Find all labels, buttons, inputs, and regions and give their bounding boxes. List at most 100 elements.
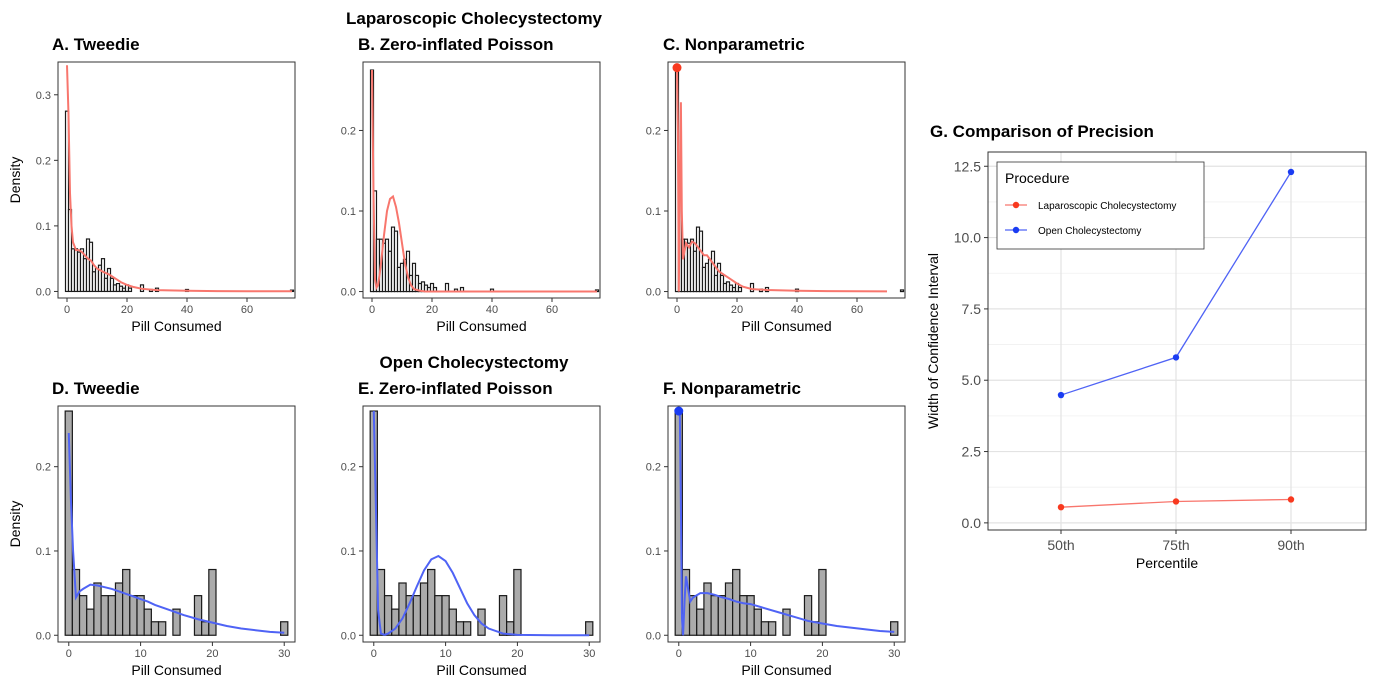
y-tick-label: 5.0 — [962, 372, 982, 388]
data-point — [1057, 391, 1065, 399]
histogram-bar — [753, 608, 762, 636]
top-section-title: Laparoscopic Cholecystectomy — [346, 9, 603, 28]
panel-border — [362, 61, 601, 299]
x-tick-label: 20 — [511, 648, 523, 660]
histogram-bar — [127, 287, 133, 293]
histogram-bar — [513, 568, 522, 636]
x-axis-label: Pill Consumed — [741, 662, 831, 678]
histogram-bar — [462, 621, 472, 636]
panel-border — [667, 405, 906, 643]
y-tick-label: 0.0 — [36, 286, 51, 298]
y-tick-label: 12.5 — [954, 158, 981, 174]
data-point — [1287, 168, 1295, 176]
x-tick-label: 60 — [546, 304, 558, 316]
histogram-bar — [201, 621, 210, 636]
density-curve — [371, 70, 597, 293]
histogram-bar — [107, 595, 117, 636]
y-tick-label: 0.2 — [646, 462, 661, 474]
panel-border — [667, 61, 906, 299]
histogram-bar — [419, 582, 429, 636]
histogram-bar — [717, 595, 727, 636]
y-tick-label: 0.2 — [36, 155, 51, 167]
y-tick-label: 0.0 — [36, 630, 51, 642]
panel-d: D. Tweedie 0 10 20 30 0.0 0.1 0.2 Pill Consumed D… — [7, 379, 296, 678]
histogram-bar — [434, 595, 443, 636]
y-tick-label: 0.1 — [341, 546, 356, 558]
density-curve — [676, 70, 888, 293]
y-tick-label: 0.2 — [646, 125, 661, 137]
y-tick-label: 7.5 — [962, 301, 982, 317]
data-point — [1287, 496, 1295, 503]
histogram-bar — [455, 621, 465, 636]
legend: Procedure Laparoscopic Cholecystectomy Ope… — [996, 161, 1205, 250]
histogram-bar — [143, 608, 152, 636]
x-tick-label: 0 — [64, 304, 70, 316]
histogram-bar — [890, 621, 899, 636]
histogram-bar — [724, 582, 734, 636]
panel-title: F. Nonparametric — [663, 379, 801, 398]
panel-c: C. Nonparametric 0 20 40 60 0.0 0.1 0.2 Pill Con… — [646, 35, 906, 334]
x-tick-label: 50th — [1047, 537, 1074, 553]
histogram-bar — [818, 568, 827, 636]
y-tick-label: 0.1 — [646, 206, 661, 218]
histogram-bar — [696, 608, 705, 636]
y-tick-label: 10.0 — [954, 230, 981, 246]
histogram-bar — [193, 595, 203, 636]
histogram-bar — [93, 582, 102, 636]
y-tick-label: 0.0 — [646, 287, 661, 299]
histogram-bar — [698, 230, 704, 293]
data-point — [1172, 498, 1180, 505]
plot-background — [363, 62, 600, 298]
histogram-bar — [398, 582, 407, 636]
plot-background — [668, 62, 905, 298]
panel-title: G. Comparison of Precision — [930, 122, 1154, 141]
panel-border — [57, 405, 296, 643]
histogram-bar — [383, 595, 393, 636]
y-tick-label: 0.1 — [36, 221, 51, 233]
x-tick-label: 60 — [851, 304, 863, 316]
histogram-bar — [760, 621, 770, 636]
histogram-bar — [280, 621, 289, 636]
data-point — [1057, 503, 1065, 511]
x-tick-label: 30 — [278, 648, 290, 660]
histogram-bar — [150, 621, 160, 636]
histogram-bar — [899, 289, 905, 293]
x-tick-label: 60 — [241, 304, 253, 316]
histogram-bar — [122, 568, 131, 636]
legend-title: Procedure — [1005, 170, 1070, 186]
density-curve — [372, 411, 590, 637]
x-tick-label: 30 — [583, 648, 595, 660]
histogram-bar — [811, 621, 820, 636]
mode-point — [674, 406, 684, 416]
x-tick-label: 20 — [816, 648, 828, 660]
panel-title: D. Tweedie — [52, 379, 140, 398]
legend-label: Laparoscopic Cholecystectomy — [1038, 201, 1176, 212]
x-tick-label: 30 — [888, 648, 900, 660]
histogram-bar — [703, 582, 712, 636]
panel-b: B. Zero-inflated Poisson 0 20 40 60 0.0 0.1 0.2… — [341, 35, 601, 334]
legend-key-point — [1012, 201, 1020, 209]
histogram-bar — [441, 595, 450, 636]
y-tick-label: 0.0 — [341, 287, 356, 299]
x-tick-label: 10 — [744, 648, 756, 660]
x-tick-label: 75th — [1162, 537, 1189, 553]
panel-a: A. Tweedie 0 20 40 60 0.0 0.1 0.2 0.3 Pill Consum… — [7, 35, 296, 334]
y-tick-label: 0.2 — [341, 125, 356, 137]
histogram-bar — [585, 621, 594, 636]
x-axis-label: Pill Consumed — [131, 318, 221, 334]
x-axis-label: Pill Consumed — [436, 318, 526, 334]
x-tick-label: 0 — [371, 648, 377, 660]
y-tick-label: 0.1 — [36, 546, 51, 558]
histogram-bar — [64, 110, 70, 293]
x-axis-label: Pill Consumed — [131, 662, 221, 678]
x-tick-label: 20 — [426, 304, 438, 316]
plot-background — [58, 62, 295, 298]
y-tick-label: 0.0 — [341, 630, 356, 642]
histogram-bar — [172, 608, 181, 636]
density-curve — [66, 65, 293, 293]
histogram-bar — [78, 595, 88, 636]
panel-border — [57, 61, 296, 299]
histogram-bar — [746, 595, 755, 636]
histogram-bar — [157, 621, 167, 636]
